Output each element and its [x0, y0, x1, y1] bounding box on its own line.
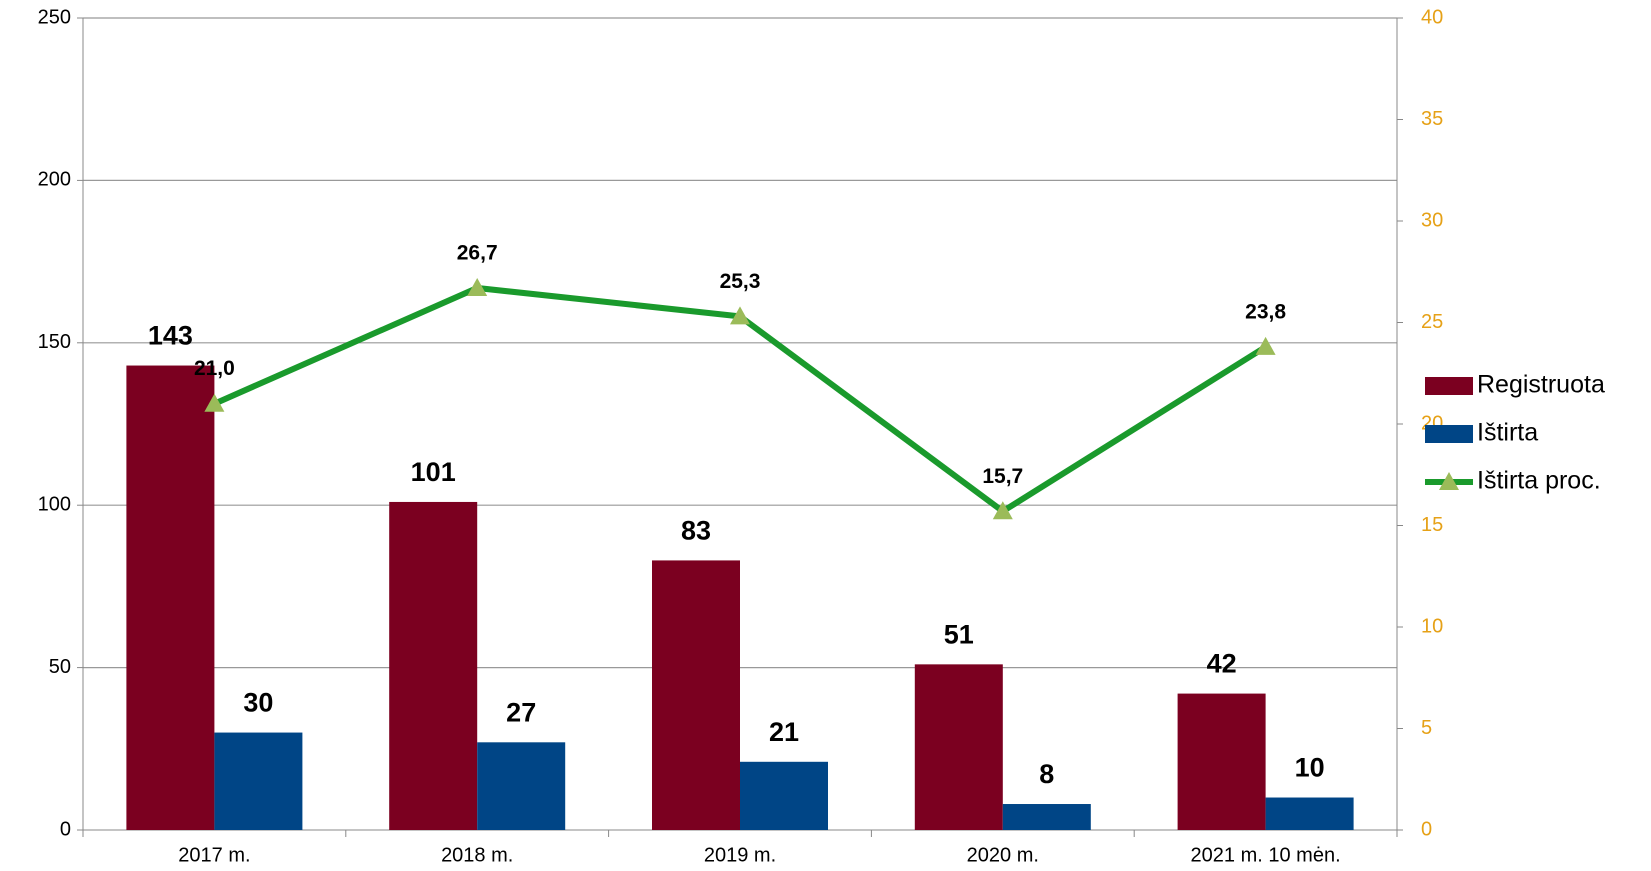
bar-value-label: 101 [411, 457, 456, 487]
y2-tick-label: 0 [1421, 818, 1432, 840]
y-tick-label: 150 [38, 331, 71, 353]
line-value-label: 21,0 [194, 357, 235, 380]
y2-tick-label: 25 [1421, 311, 1443, 333]
legend-label: Ištirta [1477, 419, 1538, 447]
x-tick-label: 2021 m. 10 mėn. [1191, 844, 1341, 866]
bar [1002, 804, 1091, 830]
x-tick-label: 2020 m. [967, 844, 1039, 866]
y-tick-label: 200 [38, 169, 71, 191]
bar [126, 365, 215, 830]
bar [389, 501, 478, 830]
line-value-label: 26,7 [457, 242, 498, 265]
line-value-label: 23,8 [1245, 300, 1286, 323]
bar [214, 732, 303, 830]
line-value-label: 15,7 [982, 465, 1023, 488]
x-tick-label: 2019 m. [704, 844, 776, 866]
bar [1265, 797, 1354, 830]
bar [652, 560, 740, 830]
bar-value-label: 143 [148, 321, 193, 351]
bar-value-label: 10 [1295, 753, 1325, 783]
line-marker [730, 306, 750, 325]
bar [914, 664, 1003, 830]
y-tick-label: 0 [60, 818, 71, 840]
bar-value-label: 83 [681, 516, 711, 546]
legend-swatch [1425, 425, 1473, 443]
bar [740, 761, 828, 830]
y2-tick-label: 5 [1421, 717, 1432, 739]
legend-label: Registruota [1477, 371, 1605, 399]
legend-label: Ištirta proc. [1477, 467, 1601, 495]
legend-marker [1439, 472, 1459, 490]
y-tick-label: 50 [49, 656, 71, 678]
y2-tick-label: 30 [1421, 209, 1443, 231]
y2-tick-label: 35 [1421, 108, 1443, 130]
bar [1177, 693, 1266, 830]
line-value-label: 25,3 [720, 270, 761, 293]
bar-value-label: 21 [769, 717, 799, 747]
bar-value-label: 8 [1039, 759, 1054, 789]
bar [477, 742, 566, 830]
line-marker [1255, 336, 1276, 355]
line-marker [467, 277, 488, 296]
y-tick-label: 250 [38, 6, 71, 28]
y-tick-label: 100 [38, 493, 71, 515]
y2-tick-label: 15 [1421, 514, 1443, 536]
x-tick-label: 2018 m. [441, 844, 513, 866]
line-marker [204, 393, 225, 412]
bar-value-label: 27 [506, 697, 536, 727]
bar-value-label: 51 [944, 619, 974, 649]
y2-tick-label: 10 [1421, 615, 1443, 637]
line-marker [992, 501, 1013, 520]
bar-value-label: 30 [243, 688, 273, 718]
x-tick-label: 2017 m. [178, 844, 250, 866]
y2-tick-label: 40 [1421, 6, 1443, 28]
bar-value-label: 42 [1207, 649, 1237, 679]
legend-swatch [1425, 377, 1473, 395]
